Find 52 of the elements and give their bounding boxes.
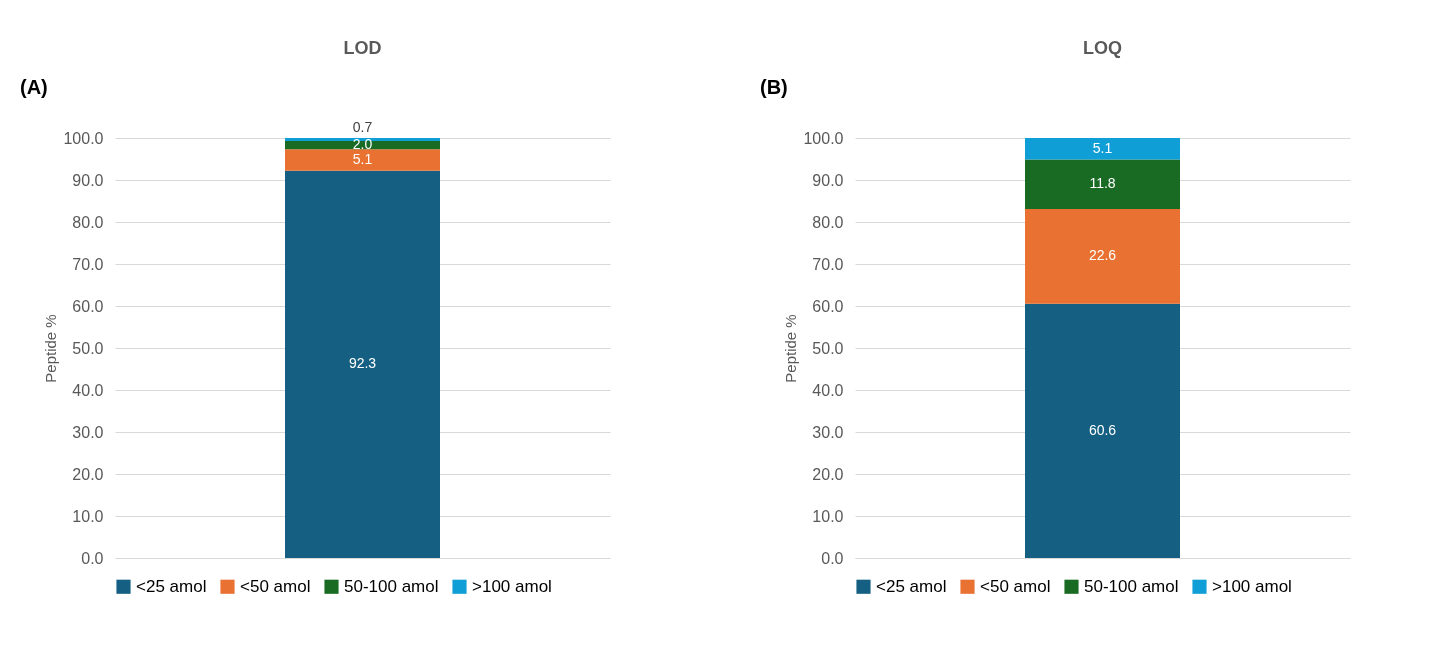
y-tick-label: 30.0 xyxy=(812,423,844,441)
y-tick-label: 100.0 xyxy=(803,129,844,147)
y-tick-label: 90.0 xyxy=(812,171,844,189)
y-tick-label: 60.0 xyxy=(72,297,104,315)
chart-title: LOD xyxy=(343,38,382,58)
y-tick-label: 50.0 xyxy=(812,339,844,357)
y-tick-label: 50.0 xyxy=(72,339,104,357)
legend-label: 50-100 amol xyxy=(1084,576,1179,596)
data-label: 60.6 xyxy=(1088,421,1117,438)
data-label: 2.0 xyxy=(352,136,373,153)
y-tick-label: 100.0 xyxy=(63,129,104,147)
bar xyxy=(285,149,440,171)
bar xyxy=(285,140,440,150)
data-label: 0.7 xyxy=(352,119,373,135)
legend-label: 50-100 amol xyxy=(344,576,439,596)
text: (B) xyxy=(760,76,788,98)
y-tick-label: 90.0 xyxy=(72,171,104,189)
y-tick-label: 80.0 xyxy=(812,213,844,231)
bar xyxy=(1025,208,1180,304)
y-tick-label: 80.0 xyxy=(72,213,104,231)
data-label: 11.8 xyxy=(1089,175,1116,192)
y-tick-label: 10.0 xyxy=(72,507,104,525)
y-tick-label: 40.0 xyxy=(812,381,844,399)
y-tick-label: 20.0 xyxy=(72,465,104,483)
y-axis-title: Peptide % xyxy=(782,314,800,383)
legend-label: <50 amol xyxy=(980,576,1051,596)
data-label: 5.1 xyxy=(352,151,373,168)
y-tick-label: 70.0 xyxy=(812,255,844,273)
y-tick-label: 70.0 xyxy=(72,255,104,273)
data-label: 22.6 xyxy=(1088,247,1117,264)
legend-label: <50 amol xyxy=(240,576,311,596)
legend-label: <25 amol xyxy=(136,576,207,596)
y-tick-label: 60.0 xyxy=(812,297,844,315)
chart-title: LOQ xyxy=(1083,38,1122,58)
legend-label: >100 amol xyxy=(1212,576,1292,596)
data-label: 5.1 xyxy=(1092,139,1113,156)
text: (A) xyxy=(20,76,48,98)
bar xyxy=(1025,159,1180,209)
y-tick-label: 20.0 xyxy=(812,465,844,483)
y-tick-label: 0.0 xyxy=(821,549,844,567)
y-axis-title: Peptide % xyxy=(42,314,60,383)
data-label: 92.3 xyxy=(348,355,377,372)
bar xyxy=(285,138,440,141)
bar xyxy=(285,170,440,558)
y-tick-label: 40.0 xyxy=(72,381,104,399)
legend-label: >100 amol xyxy=(472,576,552,596)
bar xyxy=(1025,138,1180,160)
legend-label: <25 amol xyxy=(876,576,947,596)
y-tick-label: 30.0 xyxy=(72,423,104,441)
y-tick-label: 0.0 xyxy=(81,549,104,567)
bar xyxy=(1025,303,1180,558)
y-tick-label: 10.0 xyxy=(812,507,844,525)
